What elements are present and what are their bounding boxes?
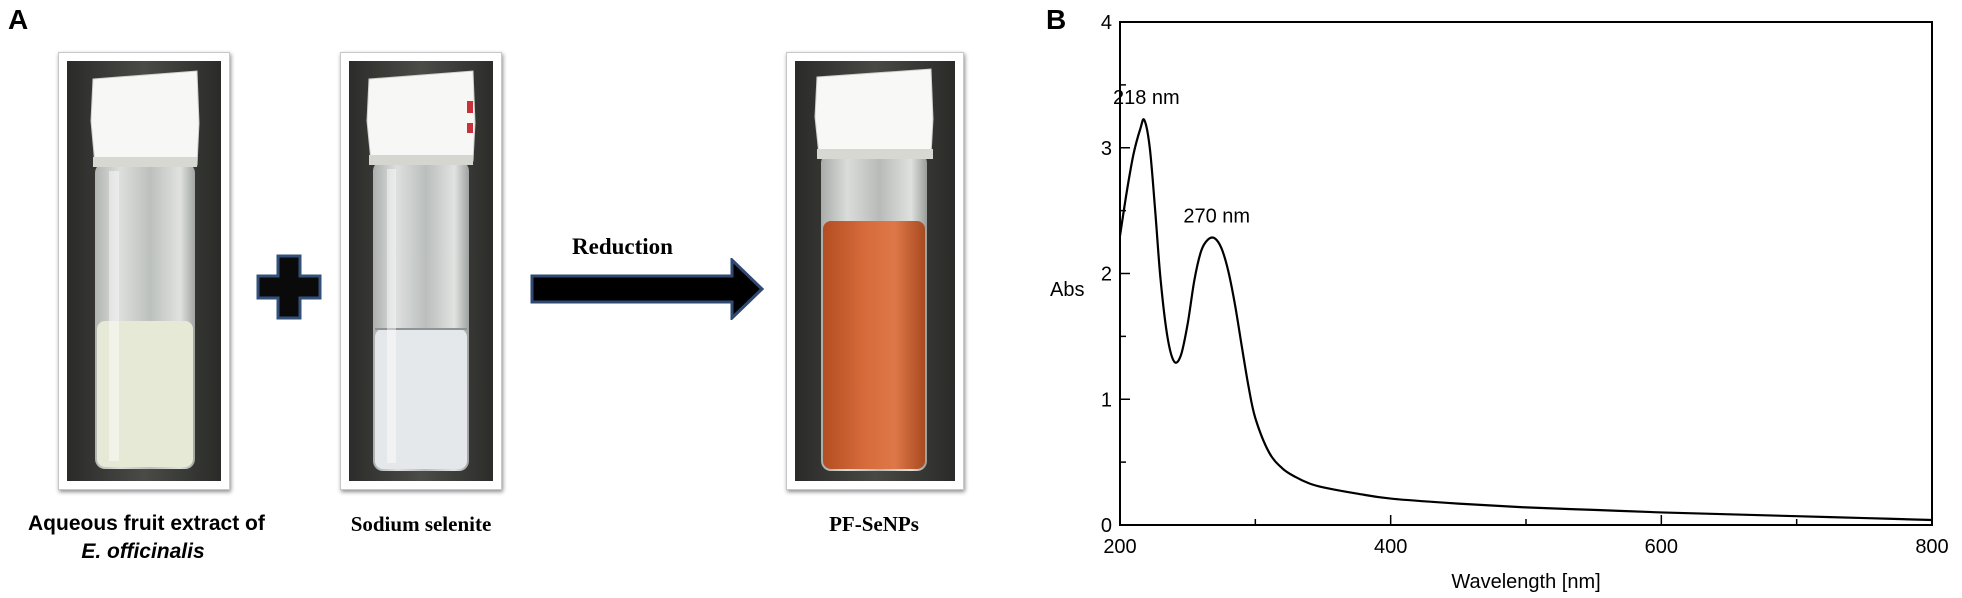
- panel-b-letter: B: [1046, 4, 1067, 35]
- y-tick-label: 1: [1101, 389, 1112, 411]
- x-tick-label: 600: [1645, 536, 1678, 558]
- vial-2-drawing: [349, 61, 493, 481]
- y-tick-label: 4: [1101, 12, 1112, 34]
- chart-svg: 200 400 600 800 0 1 2 3 4 218 nm 270 nm Abs Wavel…: [1050, 12, 1949, 593]
- series-line: [1118, 118, 1933, 522]
- vial-2-photo: [340, 52, 502, 490]
- x-axis-label: Wavelength [nm]: [1451, 571, 1600, 593]
- peak-annotation: 270 nm: [1183, 205, 1250, 227]
- x-tick-label: 400: [1374, 536, 1407, 558]
- vial-1-image: [67, 61, 221, 481]
- vial-2-caption: Sodium selenite: [350, 512, 492, 536]
- vial-3-caption: PF-SeNPs: [829, 512, 919, 536]
- vial-1-drawing: [67, 61, 221, 481]
- x-tick-label: 200: [1103, 536, 1136, 558]
- vial-1-liquid: [97, 321, 193, 467]
- vial-3-liquid: [823, 221, 925, 469]
- peak-annotation: 218 nm: [1113, 87, 1180, 109]
- y-tick-label: 0: [1101, 515, 1112, 537]
- y-axis-label: Abs: [1050, 279, 1084, 301]
- panel-a-letter: A: [8, 4, 29, 35]
- reduction-arrow-icon: [530, 258, 765, 320]
- arrow-label: Reduction: [572, 234, 673, 259]
- vial-1-caption-species: E. officinalis: [81, 540, 205, 563]
- y-tick-label: 2: [1101, 264, 1112, 286]
- vial-2-liquid: [375, 329, 467, 469]
- vial-3-photo: [786, 52, 964, 490]
- vial-1-caption: Aqueous fruit extract of: [28, 512, 265, 535]
- vial-3-drawing: [795, 61, 955, 481]
- plus-icon: [256, 254, 322, 320]
- vial-2-image: [349, 61, 493, 481]
- plot-area-frame: [1119, 21, 1933, 526]
- y-tick-label: 3: [1101, 138, 1112, 160]
- vial-3-image: [795, 61, 955, 481]
- uv-vis-chart: 200 400 600 800 0 1 2 3 4 218 nm 270 nm Abs Wavel…: [1040, 0, 1962, 598]
- vial-1-photo: [58, 52, 230, 490]
- x-tick-label: 800: [1915, 536, 1948, 558]
